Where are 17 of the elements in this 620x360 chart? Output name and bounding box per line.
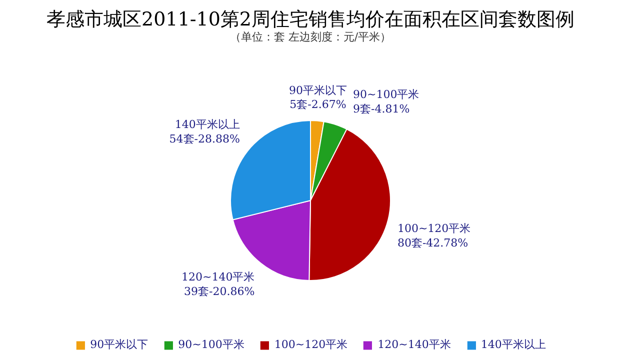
data-label: 39套-20.86% <box>184 284 255 298</box>
slice-label: 120~140平米 <box>182 270 255 284</box>
data-label: 5套-2.67% <box>290 98 346 112</box>
data-label: 54套-28.88% <box>169 132 240 146</box>
data-label: 80套-42.78% <box>397 236 468 250</box>
chart-title: 孝感市城区2011-10第2周住宅销售均价在面积在区间套数图例 <box>46 8 575 30</box>
slice-label: 90~100平米 <box>353 88 420 102</box>
slice-label: 140平米以上 <box>174 118 240 132</box>
legend-label: 120~140平米 <box>378 337 451 352</box>
slice-label: 100~120平米 <box>397 222 471 236</box>
legend-label: 90~100平米 <box>178 337 244 352</box>
legend-label: 90平米以下 <box>90 337 148 352</box>
slice-label: 90平米以下 <box>289 84 348 97</box>
legend-label: 100~120平米 <box>274 337 348 352</box>
chart-subtitle: （单位：套 左边刻度：元/平米） <box>230 30 392 44</box>
legend-label: 140平米以上 <box>480 337 546 352</box>
data-label: 9套-4.81% <box>353 102 410 116</box>
